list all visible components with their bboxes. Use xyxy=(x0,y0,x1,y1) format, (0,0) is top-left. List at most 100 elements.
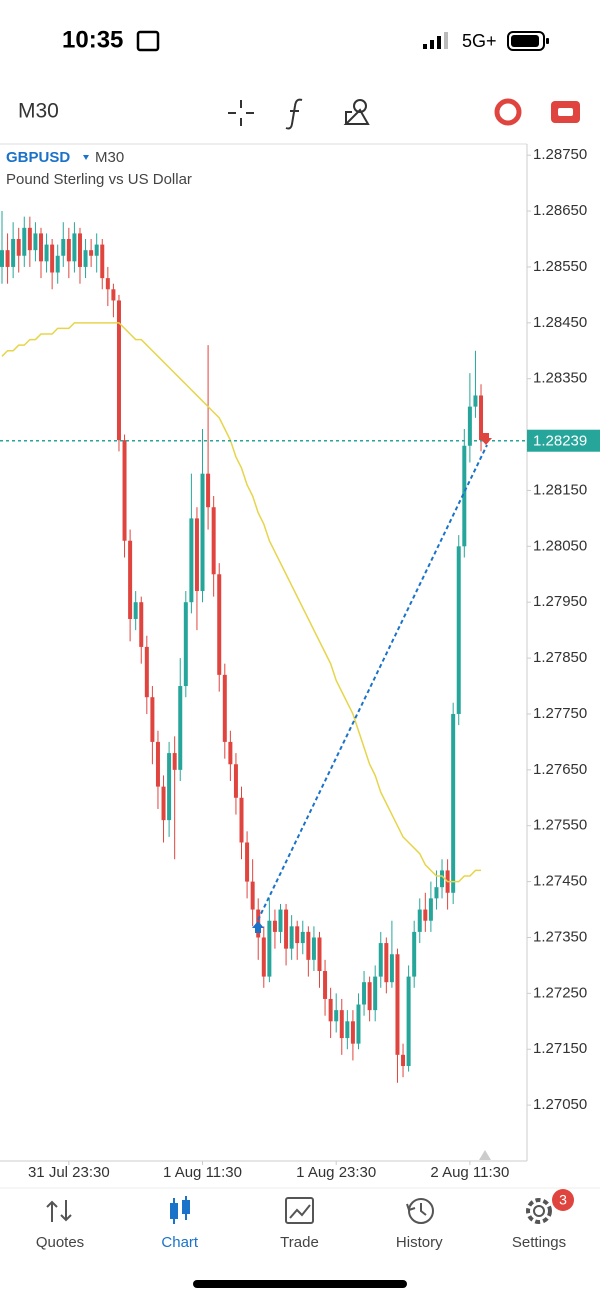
y-tick-label: 1.27050 xyxy=(533,1096,587,1113)
candle-body xyxy=(222,674,227,742)
candle-body xyxy=(89,250,94,256)
settings-badge-count: 3 xyxy=(559,1192,567,1208)
candle-body xyxy=(384,943,389,983)
nav-label[interactable]: Trade xyxy=(280,1234,319,1251)
candle-body xyxy=(339,1010,344,1039)
candle-body xyxy=(55,255,60,273)
candle-body xyxy=(228,741,233,765)
candle-body xyxy=(479,395,484,441)
nav-label[interactable]: History xyxy=(396,1234,443,1251)
candle-body xyxy=(401,1054,406,1067)
candle-body xyxy=(83,250,88,267)
candle-body xyxy=(395,954,400,1055)
candle-body xyxy=(323,971,328,999)
candle-body xyxy=(27,227,32,251)
current-price-box xyxy=(527,429,600,452)
candle-body xyxy=(300,931,305,944)
chart-subtitle: Pound Sterling vs US Dollar xyxy=(6,171,192,188)
y-tick-label: 1.28650 xyxy=(533,202,587,219)
nav-label[interactable]: Settings xyxy=(512,1234,566,1251)
current-price-label: 1.28239 xyxy=(533,433,587,450)
candle-body xyxy=(462,445,467,547)
nav-label[interactable]: Quotes xyxy=(36,1234,84,1251)
status-time: 10:35 xyxy=(62,26,123,53)
candle-body xyxy=(194,518,199,592)
x-tick-label: 1 Aug 23:30 xyxy=(296,1164,376,1181)
candle-body xyxy=(412,931,417,977)
nav-icons[interactable] xyxy=(46,1196,552,1224)
y-tick-label: 1.28350 xyxy=(533,370,587,387)
status-icons xyxy=(136,30,549,52)
candle-body xyxy=(261,937,266,977)
candle-body xyxy=(172,753,177,770)
candle-body xyxy=(317,937,322,972)
candle-body xyxy=(451,713,456,893)
candle-body xyxy=(239,797,244,843)
candle-body xyxy=(128,540,133,619)
candle-body xyxy=(278,909,283,932)
candle-body xyxy=(33,233,38,251)
candle-body xyxy=(139,602,144,647)
candle-body xyxy=(116,300,121,441)
candle-body xyxy=(183,602,188,687)
y-tick-label: 1.27450 xyxy=(533,873,587,890)
candle-body xyxy=(144,646,149,698)
y-tick-label: 1.27750 xyxy=(533,705,587,722)
y-tick-label: 1.27950 xyxy=(533,593,587,610)
candle-body xyxy=(217,574,222,675)
candle-body xyxy=(406,976,411,1067)
nav-label[interactable]: Chart xyxy=(161,1234,199,1251)
candle-body xyxy=(0,250,4,267)
candle-body xyxy=(44,244,49,262)
candle-body xyxy=(22,227,27,256)
candle-body xyxy=(133,602,138,619)
y-tick-label: 1.28550 xyxy=(533,258,587,275)
symbol-dropdown[interactable] xyxy=(83,155,89,160)
candle-body xyxy=(72,233,77,262)
toolbar-timeframe[interactable]: M30 xyxy=(18,100,59,123)
candle-body xyxy=(61,238,66,256)
candle-body xyxy=(105,278,110,290)
y-tick-label: 1.28150 xyxy=(533,481,587,498)
candle-body xyxy=(306,931,311,960)
candle-body xyxy=(334,1010,339,1022)
candle-body xyxy=(356,1004,361,1044)
candle-body xyxy=(328,998,333,1022)
candle-body xyxy=(423,909,428,921)
chart-timeframe: M30 xyxy=(95,149,124,166)
scroll-marker xyxy=(479,1150,491,1160)
candle-body xyxy=(233,764,238,798)
candle-body xyxy=(5,250,10,267)
candle-body xyxy=(167,753,172,821)
chart-symbol[interactable]: GBPUSD xyxy=(6,149,70,166)
home-indicator xyxy=(193,1280,407,1288)
candle-body xyxy=(289,926,294,949)
candle-body xyxy=(161,786,166,821)
candle-body xyxy=(378,943,383,977)
candle-body xyxy=(155,741,160,787)
x-tick-label: 1 Aug 11:30 xyxy=(163,1164,242,1181)
candle-body xyxy=(373,976,378,1011)
moving-average xyxy=(1,322,482,883)
trade-line xyxy=(257,444,488,921)
candle-body xyxy=(345,1021,350,1039)
x-tick-label: 2 Aug 11:30 xyxy=(430,1164,509,1181)
y-tick-label: 1.27650 xyxy=(533,761,587,778)
candle-body xyxy=(284,909,289,949)
x-tick-label: 31 Jul 23:30 xyxy=(28,1164,110,1181)
candle-body xyxy=(150,697,155,742)
y-tick-label: 1.28750 xyxy=(533,146,587,163)
candle-body xyxy=(200,473,205,592)
candle-body xyxy=(456,546,461,714)
candle-body xyxy=(100,244,105,279)
candle-body xyxy=(111,289,116,301)
toolbar-icons[interactable] xyxy=(228,98,580,130)
y-tick-label: 1.28050 xyxy=(533,537,587,554)
candle-body xyxy=(311,937,316,960)
candle-body xyxy=(467,406,472,446)
candle-body xyxy=(295,926,300,944)
candle-body xyxy=(206,473,211,508)
candle-body xyxy=(389,954,394,983)
